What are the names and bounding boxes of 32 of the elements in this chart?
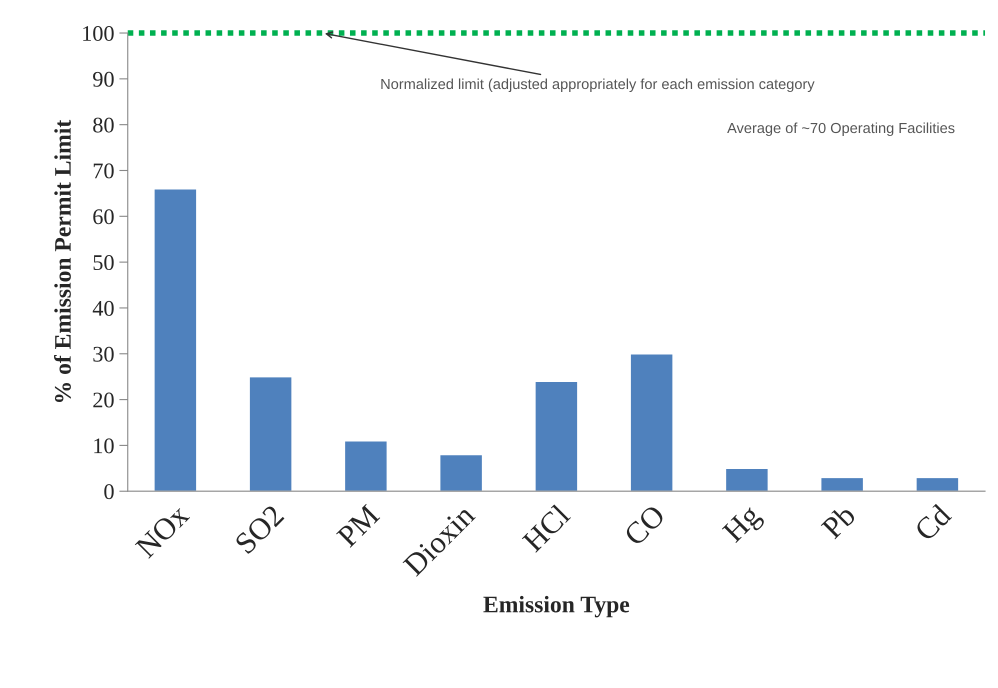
bar: [344, 440, 388, 492]
bar: [534, 380, 579, 492]
y-tick-label: 90: [93, 72, 114, 87]
bar: [915, 476, 960, 492]
bar: [820, 476, 864, 492]
y-tick-label: 10: [94, 438, 114, 454]
bar: [248, 376, 293, 492]
ref-line-label: Normalized limit (adjusted appropriately for each emission category: [381, 78, 815, 92]
x-tick-label: Cd: [913, 502, 952, 542]
bar: [724, 468, 770, 492]
annotation: Average of ~70 Operating Facilities: [727, 122, 955, 136]
x-tick-label: PM: [336, 504, 380, 548]
x-tick-label: NOx: [134, 503, 190, 559]
y-tick-label: 50: [94, 255, 114, 270]
x-tick-label: Pb: [820, 503, 857, 540]
bar: [439, 454, 484, 492]
x-tick-label: CO: [623, 504, 666, 547]
y-tick-label: 80: [93, 118, 114, 133]
bar: [153, 188, 198, 492]
x-tick-label: Hg: [722, 504, 766, 548]
y-tick-label: 20: [93, 392, 114, 408]
y-tick-label: 70: [94, 163, 114, 178]
bar: [630, 353, 674, 492]
y-tick-label: 100: [83, 26, 114, 41]
x-axis-title: Emission Type: [483, 596, 630, 618]
y-tick-label: 0: [104, 484, 114, 500]
y-axis-title: % of Emission Permit Limit: [54, 120, 71, 402]
y-tick-label: 40: [92, 300, 114, 316]
y-tick-label: 30: [93, 346, 114, 362]
y-tick-label: 60: [93, 209, 114, 224]
x-tick-label: SO2: [234, 504, 285, 555]
x-tick-label: HCl: [520, 502, 572, 553]
